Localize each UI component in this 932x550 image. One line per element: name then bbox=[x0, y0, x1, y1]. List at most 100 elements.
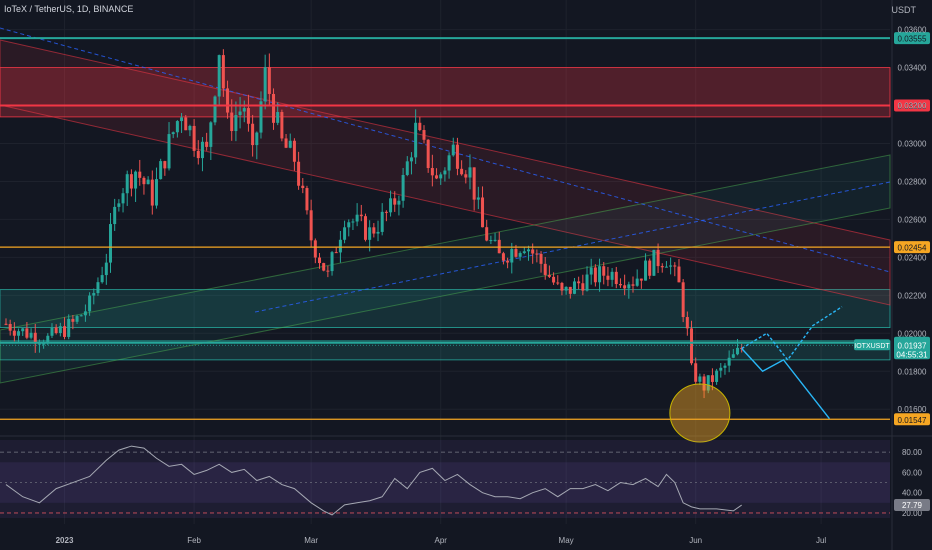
rsi-axis-tick-label: 60.00 bbox=[902, 468, 923, 477]
candle-body bbox=[443, 170, 447, 175]
candlesticks bbox=[4, 49, 744, 399]
candle-body bbox=[706, 375, 710, 391]
price-axis-tick-label: 0.02000 bbox=[898, 329, 927, 338]
candle-body bbox=[376, 231, 380, 234]
candle-body bbox=[435, 175, 439, 179]
candle-body bbox=[727, 357, 731, 366]
candle-body bbox=[242, 108, 246, 112]
candle-body bbox=[205, 141, 209, 147]
candle-body bbox=[681, 282, 685, 318]
candle-body bbox=[581, 283, 585, 291]
candle-body bbox=[543, 263, 547, 275]
price-axis-tick-label: 0.01800 bbox=[898, 367, 927, 376]
candle-body bbox=[134, 171, 138, 189]
candle-body bbox=[75, 316, 79, 322]
candle-body bbox=[221, 55, 225, 89]
candle-body bbox=[180, 117, 184, 122]
price-level-label: 0.03555 bbox=[898, 35, 927, 44]
candle-body bbox=[355, 214, 359, 222]
candle-body bbox=[593, 267, 597, 283]
candle-body bbox=[351, 221, 355, 223]
candle-body bbox=[88, 295, 92, 312]
candle-body bbox=[263, 67, 267, 102]
candle-body bbox=[648, 260, 652, 276]
price-axis-tick-label: 0.02600 bbox=[898, 215, 927, 224]
candle-body bbox=[527, 249, 530, 252]
candle-body bbox=[447, 155, 451, 171]
candle-body bbox=[719, 367, 723, 371]
candle-body bbox=[481, 197, 485, 228]
candle-body bbox=[338, 239, 342, 253]
candle-body bbox=[531, 249, 535, 254]
candle-body bbox=[493, 239, 497, 241]
rsi-line bbox=[5, 445, 742, 516]
candle-body bbox=[677, 266, 681, 283]
price-axis-tick-label: 0.03200 bbox=[898, 102, 927, 111]
candle-body bbox=[397, 200, 401, 205]
price-axis-tick-label: 0.03400 bbox=[898, 64, 927, 73]
candle-body bbox=[280, 112, 284, 139]
candle-body bbox=[246, 108, 250, 124]
price-axis[interactable]: 0.01600 0.01800 0.02000 0.02200 0.02400 0.026… bbox=[894, 26, 930, 518]
candle-body bbox=[552, 276, 556, 283]
candle-body bbox=[522, 251, 526, 254]
candle-body bbox=[184, 117, 188, 131]
symbol-label: IOTXUSDT bbox=[854, 343, 890, 350]
candle-body bbox=[518, 253, 522, 257]
candle-body bbox=[284, 138, 288, 148]
rsi-axis-tick-label: 40.00 bbox=[902, 489, 923, 498]
candle-body bbox=[623, 285, 627, 289]
candle-body bbox=[610, 271, 614, 280]
candle-body bbox=[635, 278, 639, 286]
candle-body bbox=[251, 123, 255, 146]
candle-body bbox=[690, 328, 694, 364]
candle-body bbox=[255, 132, 259, 146]
candle-body bbox=[589, 267, 593, 275]
candle-body bbox=[405, 161, 409, 175]
candle-body bbox=[146, 179, 150, 185]
candle-body bbox=[489, 240, 493, 242]
price-level-tag bbox=[894, 241, 930, 254]
candle-body bbox=[138, 171, 142, 178]
candle-body bbox=[418, 122, 422, 131]
rsi-value-tag bbox=[894, 499, 930, 512]
time-axis[interactable]: 2023FebMarAprMayJunJulAugSepOct bbox=[56, 536, 932, 545]
candle-body bbox=[29, 332, 33, 338]
candle-body bbox=[54, 327, 58, 334]
symbol-tag bbox=[854, 339, 890, 351]
candle-body bbox=[4, 323, 8, 325]
rsi-value-label: 27.79 bbox=[902, 501, 923, 510]
price-axis-tick-label: 0.03000 bbox=[898, 139, 927, 148]
projection-down-path bbox=[741, 348, 831, 420]
candle-body bbox=[142, 177, 146, 185]
highlight-circle bbox=[669, 383, 731, 443]
projection-up-path bbox=[741, 306, 843, 362]
candle-body bbox=[560, 282, 564, 291]
candle-body bbox=[150, 179, 154, 206]
candle-body bbox=[100, 275, 104, 283]
time-axis-tick-label: Apr bbox=[434, 536, 447, 545]
candle-body bbox=[121, 193, 125, 204]
candle-body bbox=[564, 286, 568, 291]
candle-body bbox=[129, 174, 133, 189]
candle-body bbox=[577, 281, 581, 284]
candle-body bbox=[539, 253, 543, 264]
price-axis-tick-label: 0.02200 bbox=[898, 291, 927, 300]
candle-body bbox=[188, 125, 192, 131]
candle-body bbox=[602, 266, 606, 276]
candle-body bbox=[472, 167, 476, 200]
candle-body bbox=[175, 121, 179, 133]
candle-body bbox=[664, 266, 668, 268]
candle-body bbox=[159, 161, 163, 180]
candle-body bbox=[117, 203, 121, 207]
candle-body bbox=[163, 161, 167, 169]
candle-body bbox=[154, 179, 158, 206]
candle-body bbox=[556, 282, 560, 284]
price-zone bbox=[0, 67, 891, 118]
candle-body bbox=[393, 198, 397, 205]
price-projections bbox=[669, 306, 843, 443]
time-axis-tick-label: Mar bbox=[304, 536, 318, 545]
currency-label: USDT bbox=[891, 5, 917, 15]
candle-body bbox=[21, 328, 25, 332]
